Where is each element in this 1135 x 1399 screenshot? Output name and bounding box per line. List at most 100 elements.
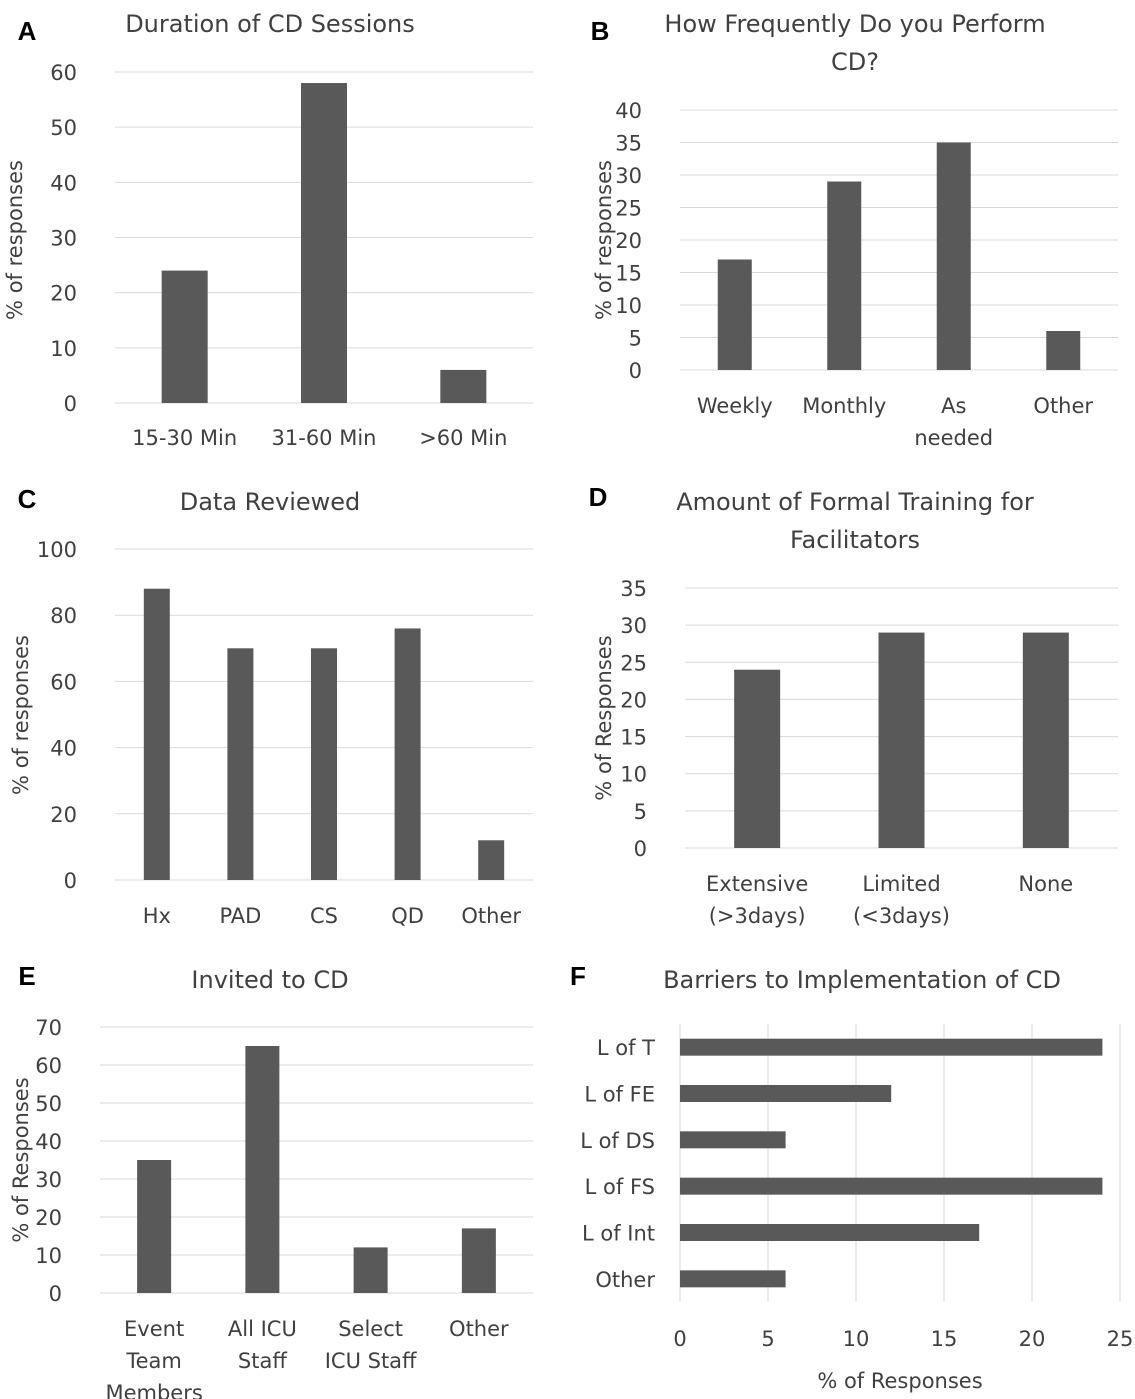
bar-l-of-fe	[680, 1085, 892, 1102]
x-category-label: None	[1018, 872, 1073, 896]
bar-l-of-t	[680, 1038, 1103, 1056]
bar-l-of-ds	[680, 1131, 786, 1149]
x-tick-label: 15	[931, 1327, 958, 1351]
x-tick-label: 0	[673, 1327, 686, 1351]
panel-e: E Invited to CD 0 10 20 30 40 50 60 70 % of Respon…	[9, 961, 533, 1399]
y-axis-label: % of Responses	[9, 1077, 33, 1242]
panel-f: F Barriers to Implementation of CD 0 5 10 15 2…	[570, 961, 1133, 1393]
y-tick-label: 20	[615, 229, 642, 253]
x-category-label: Other	[461, 904, 521, 928]
y-tick-label: 50	[50, 116, 77, 140]
y-tick-label: 30	[50, 227, 77, 251]
x-category-label: CS	[310, 904, 338, 928]
y-tick-label: 20	[620, 688, 647, 712]
x-category-label: Hx	[143, 904, 171, 928]
y-axis-label: % of Responses	[592, 635, 616, 800]
x-category-label: (>3days)	[709, 904, 806, 928]
bar-extensive-3days-	[734, 669, 781, 848]
panel-letter: D	[589, 482, 608, 512]
y-tick-label: 60	[50, 670, 77, 694]
panel-letter: B	[591, 16, 610, 46]
x-category-label: ICU Staff	[325, 1349, 417, 1373]
y-tick-label: 40	[50, 171, 77, 195]
bar-31-60-min	[301, 83, 347, 404]
y-axis-label: % of responses	[3, 160, 27, 320]
y-tick-label: 10	[35, 1244, 62, 1268]
y-tick-label: 10	[620, 763, 647, 787]
x-category-label: Staff	[238, 1349, 287, 1373]
panel-d: D Amount of Formal Training for Facilitato…	[589, 482, 1118, 928]
y-tick-label: 15	[620, 726, 647, 750]
y-category-label: L of Int	[582, 1222, 655, 1246]
y-tick-label: 30	[35, 1168, 62, 1192]
x-category-label: needed	[914, 426, 993, 450]
panel-a: A Duration of CD Sessions 0 10 20 30 40 50 60 % o…	[3, 10, 533, 450]
bar-hx	[143, 588, 170, 880]
y-tick-label: 60	[50, 61, 77, 85]
x-category-label: >60 Min	[419, 426, 507, 450]
x-category-label: Other	[449, 1317, 509, 1341]
bar-as-needed	[936, 142, 971, 370]
y-tick-label: 40	[615, 99, 642, 123]
x-tick-label: 25	[1107, 1327, 1134, 1351]
x-category-label: (<3days)	[853, 904, 950, 928]
bar-all-icu-staff	[245, 1046, 280, 1293]
y-tick-label: 0	[629, 359, 642, 383]
x-category-label: 31-60 Min	[272, 426, 377, 450]
y-category-label: L of FE	[584, 1083, 655, 1107]
bar-15-30-min	[161, 270, 208, 403]
x-tick-label: 10	[843, 1327, 870, 1351]
x-category-label: All ICU	[228, 1317, 297, 1341]
x-category-label: Members	[105, 1381, 202, 1399]
x-category-label: Team	[125, 1349, 182, 1373]
y-tick-label: 35	[615, 132, 642, 156]
bar-other	[478, 840, 505, 880]
y-tick-label: 50	[35, 1092, 62, 1116]
y-tick-label: 25	[620, 651, 647, 675]
chart-title: Invited to CD	[191, 966, 348, 994]
y-axis-label: % of responses	[9, 635, 33, 795]
x-category-label: Event	[124, 1317, 184, 1341]
bar-limited-3days-	[878, 632, 925, 848]
chart-title: Amount of Formal Training for	[676, 488, 1034, 516]
y-tick-label: 5	[634, 800, 647, 824]
y-tick-label: 30	[615, 164, 642, 188]
panel-letter: A	[18, 16, 37, 46]
bar-select-icu-staff	[353, 1247, 388, 1293]
bar-weekly	[717, 259, 752, 370]
bar-event-team-members	[137, 1160, 172, 1293]
x-category-label: As	[941, 394, 966, 418]
y-tick-label: 40	[50, 737, 77, 761]
y-tick-label: 15	[615, 262, 642, 286]
y-tick-label: 20	[50, 282, 77, 306]
y-category-label: Other	[595, 1268, 655, 1292]
x-category-label: Extensive	[706, 872, 808, 896]
panel-letter: E	[18, 961, 35, 991]
bar-l-of-int	[680, 1224, 980, 1241]
chart-title: CD?	[831, 48, 879, 76]
bar-other	[461, 1228, 496, 1293]
x-category-label: Limited	[862, 872, 940, 896]
y-category-label: L of T	[597, 1036, 655, 1060]
chart-title: Data Reviewed	[180, 488, 361, 516]
y-category-label: L of DS	[580, 1129, 655, 1153]
bar-other	[1046, 331, 1081, 370]
chart-title: Barriers to Implementation of CD	[663, 966, 1061, 994]
bar--60-min	[440, 369, 487, 403]
y-tick-label: 35	[620, 577, 647, 601]
panel-letter: F	[570, 961, 586, 991]
y-tick-label: 10	[50, 337, 77, 361]
chart-title: Facilitators	[790, 526, 920, 554]
x-category-label: Select	[338, 1317, 403, 1341]
y-tick-label: 5	[629, 327, 642, 351]
x-category-label: Other	[1033, 394, 1093, 418]
x-category-label: Weekly	[697, 394, 773, 418]
y-tick-label: 100	[37, 538, 77, 562]
bar-cs	[311, 648, 337, 880]
chart-title: How Frequently Do you Perform	[664, 10, 1045, 38]
panel-b: B How Frequently Do you Perform CD? 0 5 10 15 2…	[591, 10, 1118, 450]
x-axis-label: % of Responses	[817, 1369, 982, 1393]
x-category-label: 15-30 Min	[132, 426, 237, 450]
bar-qd	[394, 628, 421, 880]
